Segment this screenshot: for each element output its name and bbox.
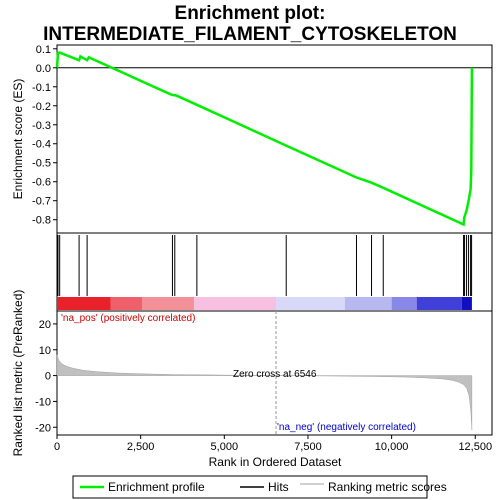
neg-correlated-label: 'na_neg' (negatively correlated) [277, 422, 416, 433]
es-ytick-label-0: 0.1 [36, 44, 51, 56]
axes-layer: 0.1 0.0 -0.1 -0.2 -0.3 -0.4 -0.5 -0.6 -0.7 -0.8 20… [32, 44, 492, 453]
xtick-label-2: 5,000 [211, 441, 239, 453]
legend-enrichment-label: Enrichment profile [108, 480, 205, 494]
chart-title-line2: INTERMEDIATE_FILAMENT_CYTOSKELETON [43, 24, 457, 45]
x-axis-label: Rank in Ordered Dataset [209, 455, 342, 469]
hits-layer [57, 235, 473, 296]
es-ytick-label-9: -0.8 [32, 215, 51, 227]
metric-ytick-label-4: -20 [35, 422, 51, 434]
pos-correlated-label: 'na_pos' (positively correlated) [61, 313, 195, 324]
colorbar-segment-2 [142, 297, 195, 310]
xtick-label-0: 0 [54, 441, 60, 453]
metric-ytick-label-2: 0 [45, 371, 51, 383]
xtick-label-3: 7,500 [294, 441, 322, 453]
xtick-label-1: 2,500 [127, 441, 155, 453]
metric-y-axis-label: Ranked list metric (PreRanked) [11, 290, 25, 457]
es-ytick-label-7: -0.6 [32, 177, 51, 189]
enrichment-profile-line [55, 51, 474, 227]
legend-metric-label: Ranking metric scores [328, 480, 447, 494]
colorbar-segment-7 [416, 297, 462, 310]
es-ytick-label-5: -0.4 [32, 139, 51, 151]
es-ytick-label-8: -0.7 [32, 196, 51, 208]
colorbar-segment-5 [344, 297, 392, 310]
es-ytick-label-4: -0.3 [32, 120, 51, 132]
es-y-axis-label: Enrichment score (ES) [11, 79, 25, 200]
legend-hits-label: Hits [268, 480, 289, 494]
metric-layer [56, 311, 473, 435]
es-layer [55, 51, 492, 227]
metric-ytick-label-1: 10 [39, 345, 51, 357]
colorbar-layer [57, 297, 472, 310]
colorbar-segment-0 [57, 297, 111, 310]
chart-title-line1: Enrichment plot: [175, 3, 326, 24]
colorbar-segment-4 [276, 297, 345, 310]
zero-cross-label: Zero cross at 6546 [233, 369, 317, 380]
colorbar-segment-3 [194, 297, 277, 310]
metric-ytick-label-3: -10 [35, 396, 51, 408]
xtick-label-5: 12,500 [458, 441, 492, 453]
es-ytick-label-6: -0.5 [32, 158, 51, 170]
colorbar-segment-6 [391, 297, 417, 310]
colorbar-segment-8 [461, 297, 472, 310]
es-ytick-label-2: -0.1 [32, 82, 51, 94]
es-ytick-label-3: -0.2 [32, 101, 51, 113]
es-ytick-label-1: 0.0 [36, 63, 51, 75]
metric-ytick-label-0: 20 [39, 319, 51, 331]
xtick-label-4: 10,000 [375, 441, 409, 453]
colorbar-segment-1 [110, 297, 143, 310]
ranking-metric-area [56, 354, 473, 430]
